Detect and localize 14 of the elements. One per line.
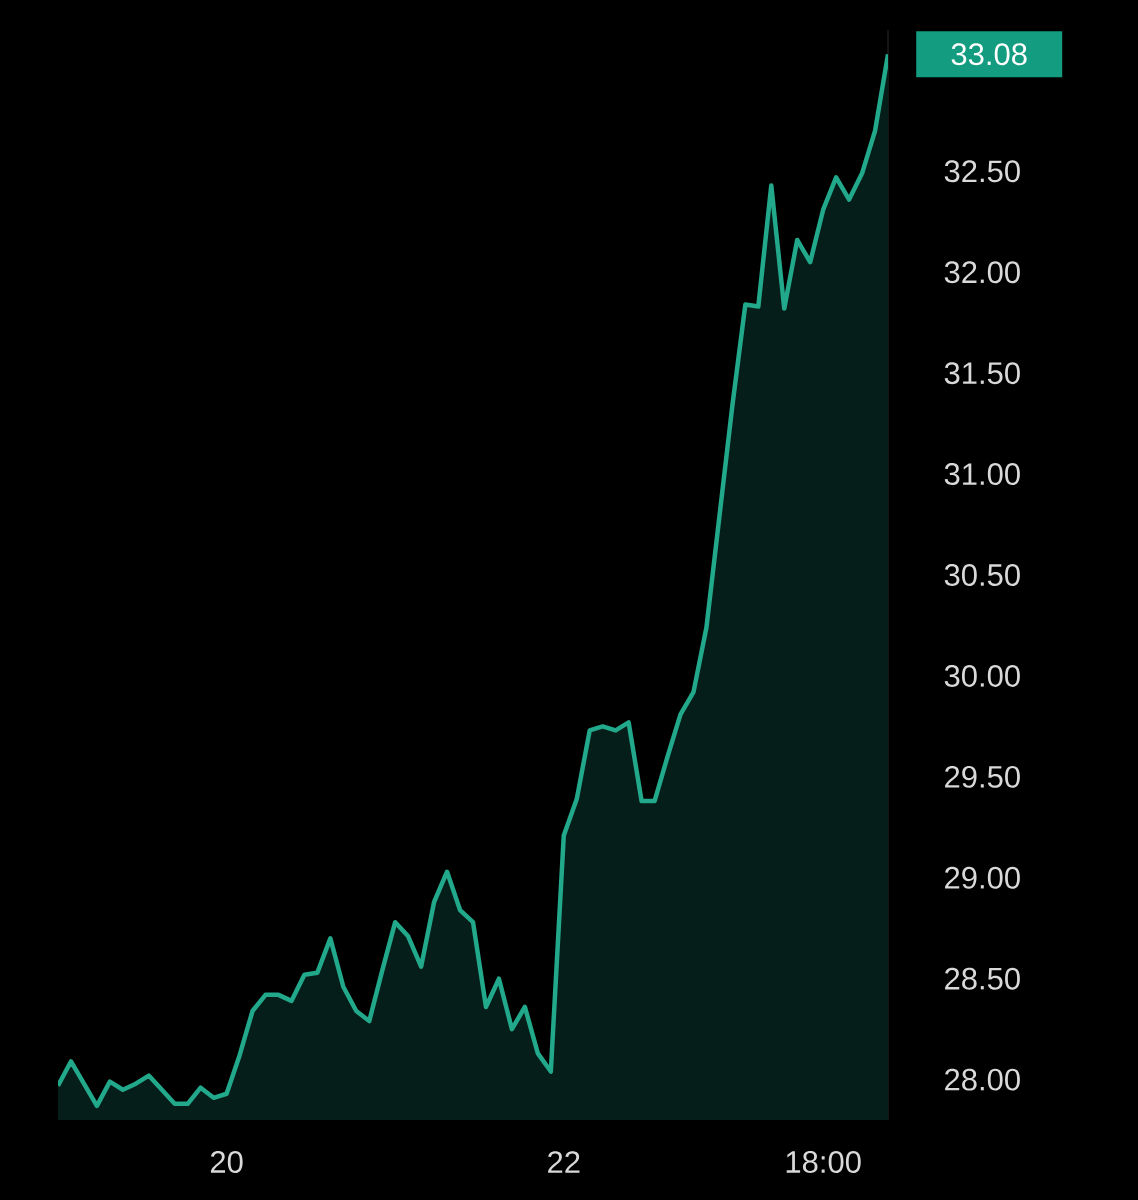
x-tick-label: 20	[210, 1151, 243, 1173]
y-tick-label: 32.50	[944, 160, 1020, 183]
y-tick-label: 30.00	[944, 664, 1020, 687]
x-tick-label: 22	[548, 1151, 580, 1173]
y-tick-label: 28.50	[945, 967, 1020, 990]
y-tick-label: 29.00	[945, 866, 1020, 889]
y-tick-label: 28.00	[945, 1068, 1020, 1091]
y-tick-label: 32.00	[944, 261, 1020, 284]
y-tick-label: 31.00	[944, 463, 1020, 486]
y-tick-label: 29.50	[945, 765, 1020, 788]
text: 33.08	[951, 43, 1027, 66]
x-tick-label: 18:00	[786, 1151, 861, 1173]
y-tick-label: 30.50	[944, 564, 1020, 586]
y-tick-label: 31.50	[944, 362, 1020, 385]
